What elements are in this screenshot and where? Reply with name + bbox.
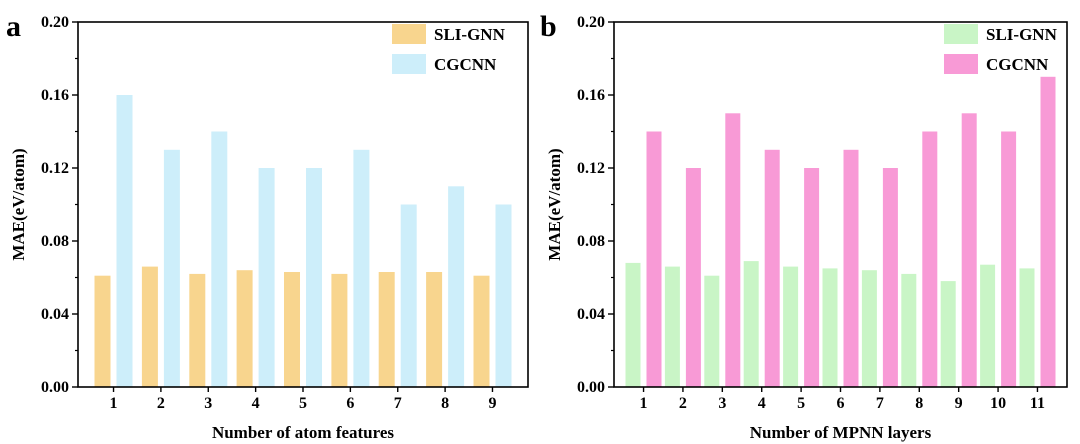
x-tick-label: 4 — [758, 395, 766, 412]
bar-cgcnn-8 — [448, 186, 465, 387]
x-tick-label: 2 — [679, 395, 687, 412]
bar-sli-gnn-8 — [901, 273, 917, 387]
bar-cgcnn-7 — [400, 204, 417, 387]
bar-sli-gnn-11 — [1019, 268, 1035, 387]
legend-swatch-sli-gnn — [392, 24, 426, 44]
y-tick-label: 0.12 — [577, 160, 605, 177]
legend-label-sli-gnn: SLI-GNN — [986, 25, 1058, 44]
bar-sli-gnn-2 — [141, 266, 158, 387]
panel-letter: a — [6, 10, 21, 43]
bar-sli-gnn-4 — [743, 261, 759, 387]
y-axis-label: MAE(eV/atom) — [545, 148, 564, 260]
x-tick-label: 10 — [990, 395, 1006, 412]
bar-cgcnn-9 — [961, 113, 977, 388]
legend-label-sli-gnn: SLI-GNN — [434, 25, 506, 44]
x-tick-label: 7 — [394, 395, 402, 412]
bar-cgcnn-8 — [922, 131, 938, 387]
bar-sli-gnn-5 — [284, 272, 300, 387]
y-tick-label: 0.04 — [577, 306, 605, 323]
x-tick-label: 6 — [346, 395, 354, 412]
plot-frame — [613, 21, 1068, 388]
bar-cgcnn-1 — [646, 131, 662, 387]
bar-cgcnn-10 — [1001, 131, 1017, 387]
bar-sli-gnn-1 — [625, 262, 641, 387]
bar-cgcnn-3 — [725, 113, 741, 388]
bar-sli-gnn-6 — [331, 273, 348, 387]
bar-sli-gnn-3 — [704, 275, 720, 387]
bar-sli-gnn-9 — [940, 281, 956, 387]
bar-cgcnn-4 — [258, 168, 275, 387]
y-tick-label: 0.04 — [41, 306, 69, 323]
x-tick-label: 11 — [1030, 395, 1045, 412]
x-tick-label: 5 — [797, 395, 805, 412]
legend-swatch-sli-gnn — [944, 24, 978, 44]
legend-label-cgcnn: CGCNN — [986, 55, 1049, 74]
legend-swatch-cgcnn — [944, 54, 978, 74]
bar-sli-gnn-7 — [378, 272, 395, 387]
bar-cgcnn-6 — [843, 149, 859, 388]
bar-sli-gnn-3 — [189, 273, 206, 387]
x-axis-label: Number of MPNN layers — [750, 423, 932, 442]
y-tick-label: 0.08 — [41, 233, 69, 250]
bar-cgcnn-11 — [1040, 76, 1056, 388]
x-tick-label: 3 — [204, 395, 212, 412]
x-tick-label: 1 — [640, 395, 648, 412]
y-tick-label: 0.20 — [577, 14, 605, 31]
y-axis-label: MAE(eV/atom) — [9, 148, 28, 260]
bar-cgcnn-1 — [116, 95, 133, 387]
bar-cgcnn-4 — [764, 149, 780, 388]
legend-swatch-cgcnn — [392, 54, 426, 74]
x-tick-label: 7 — [876, 395, 884, 412]
bar-sli-gnn-5 — [783, 266, 799, 387]
bar-cgcnn-5 — [804, 168, 820, 387]
x-tick-label: 6 — [837, 395, 845, 412]
chart-panel-b: 0.00 0.04 0.08 0.12 0.16 0.20 1 2 3 4 5 6 7 8 9 10 11 Num… — [540, 10, 1068, 442]
y-tick-label: 0.08 — [577, 233, 605, 250]
x-tick-label: 9 — [955, 395, 963, 412]
x-tick-label: 8 — [441, 395, 449, 412]
y-tick-label: 0.00 — [41, 379, 69, 396]
x-tick-label: 4 — [252, 395, 260, 412]
bar-cgcnn-2 — [163, 149, 180, 388]
legend-label-cgcnn: CGCNN — [434, 55, 497, 74]
bar-sli-gnn-8 — [426, 272, 443, 387]
bar-sli-gnn-9 — [473, 275, 490, 387]
y-tick-label: 0.16 — [577, 87, 605, 104]
bar-sli-gnn-10 — [980, 264, 996, 387]
x-tick-label: 8 — [915, 395, 923, 412]
panel-letter: b — [540, 10, 557, 43]
bar-cgcnn-6 — [353, 149, 370, 388]
y-tick-label: 0.00 — [577, 379, 605, 396]
chart-panel-a: 0.00 0.04 0.08 0.12 0.16 0.20 1 2 3 4 5 6 7 8 9 Number … — [6, 10, 529, 442]
bar-cgcnn-7 — [882, 168, 898, 387]
y-tick-label: 0.16 — [41, 87, 69, 104]
y-tick-label: 0.12 — [41, 160, 69, 177]
bar-sli-gnn-7 — [861, 270, 877, 387]
x-tick-label: 5 — [299, 395, 307, 412]
bar-sli-gnn-6 — [822, 268, 838, 387]
bar-cgcnn-3 — [211, 131, 228, 387]
x-tick-label: 3 — [718, 395, 726, 412]
bar-sli-gnn-1 — [94, 275, 111, 387]
bar-sli-gnn-4 — [236, 270, 253, 387]
x-axis-label: Number of atom features — [212, 423, 394, 442]
y-tick-label: 0.20 — [41, 14, 69, 31]
bar-cgcnn-5 — [306, 168, 322, 387]
x-tick-label: 9 — [488, 395, 496, 412]
x-tick-label: 1 — [110, 395, 118, 412]
bar-sli-gnn-2 — [664, 266, 680, 387]
x-tick-label: 2 — [157, 395, 165, 412]
bar-cgcnn-9 — [495, 204, 512, 387]
bar-cgcnn-2 — [685, 168, 701, 387]
